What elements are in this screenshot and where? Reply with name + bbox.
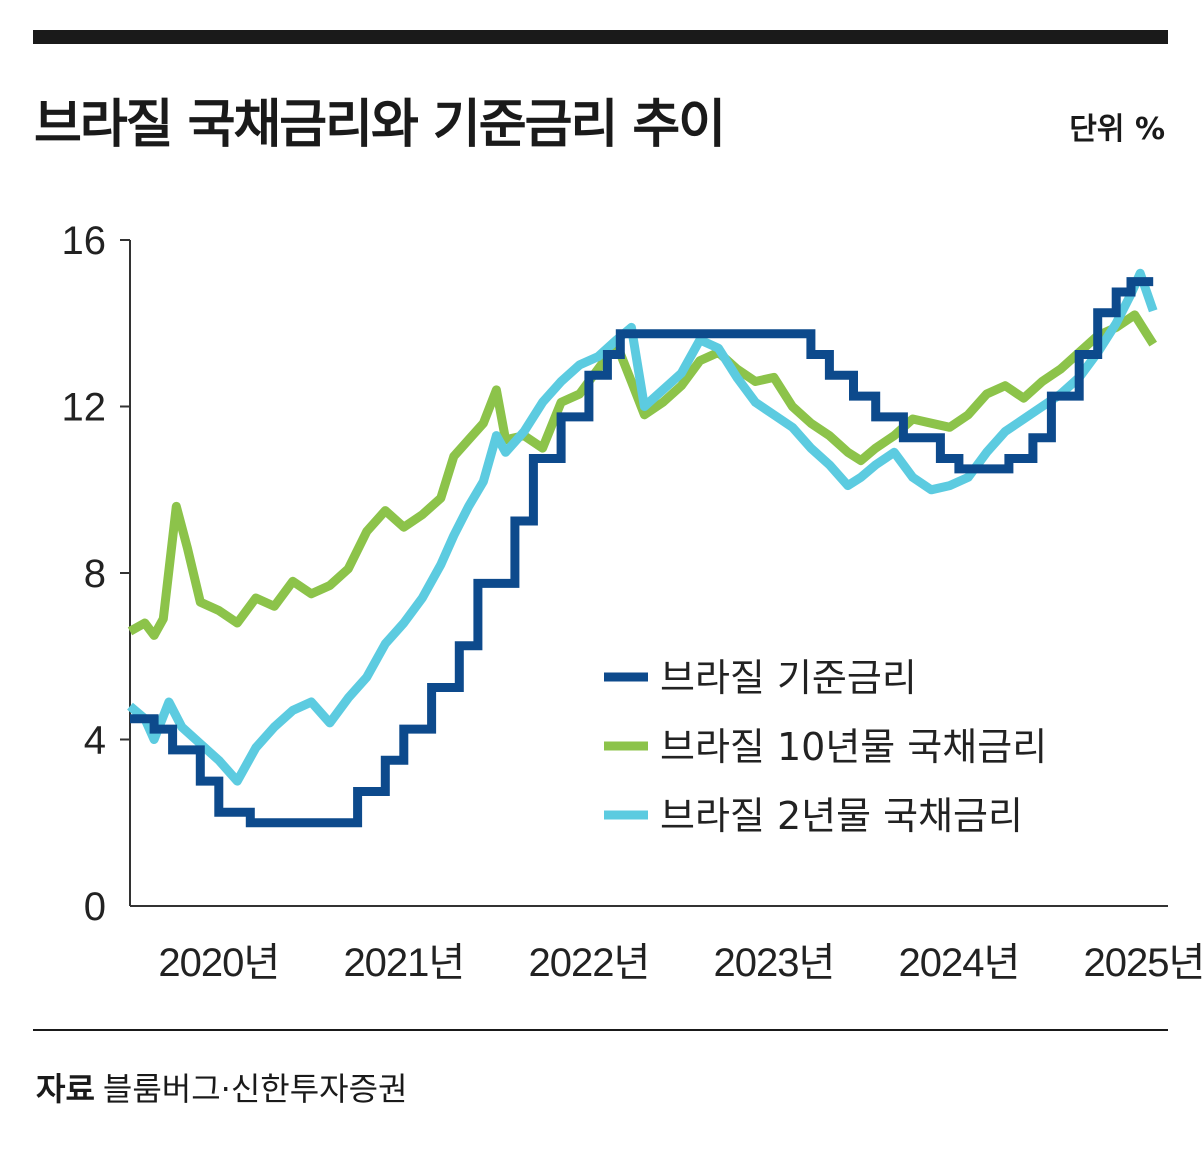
source-label: 자료 <box>36 1070 95 1108</box>
source-text: 블룸버그·신한투자증권 <box>102 1070 408 1108</box>
y-tick-label: 12 <box>62 386 107 430</box>
x-tick-label: 2020년 <box>158 941 279 985</box>
line-chart: 0 4 8 12 16 2020년 2021년 2022년 2023년 2024년 2025년 브라질… <box>62 219 1203 985</box>
x-tick-label: 2021년 <box>343 941 464 985</box>
y-tick-label: 8 <box>84 552 106 596</box>
chart-title: 브라질 국채금리와 기준금리 추이 <box>34 95 726 155</box>
legend-label-1: 브라질 10년물 국채금리 <box>660 725 1047 769</box>
y-tick-label: 16 <box>62 219 107 263</box>
legend-label-2: 브라질 2년물 국채금리 <box>660 794 1023 838</box>
series-line-2 <box>127 268 1158 786</box>
x-tick-label: 2024년 <box>899 941 1020 985</box>
bottom-rule <box>33 1029 1168 1031</box>
x-tick-label: 2022년 <box>528 941 649 985</box>
x-tick-label: 2025년 <box>1084 941 1203 985</box>
legend-label-0: 브라질 기준금리 <box>660 656 917 700</box>
x-tick-label: 2023년 <box>713 941 834 985</box>
y-tick-label: 4 <box>84 719 106 763</box>
top-rule <box>33 30 1168 44</box>
y-tick-label: 0 <box>84 885 106 929</box>
series-line-0 <box>130 277 1154 828</box>
unit-label: 단위 % <box>1069 112 1165 147</box>
source-note: 자료 블룸버그·신한투자증권 <box>36 1064 407 1110</box>
